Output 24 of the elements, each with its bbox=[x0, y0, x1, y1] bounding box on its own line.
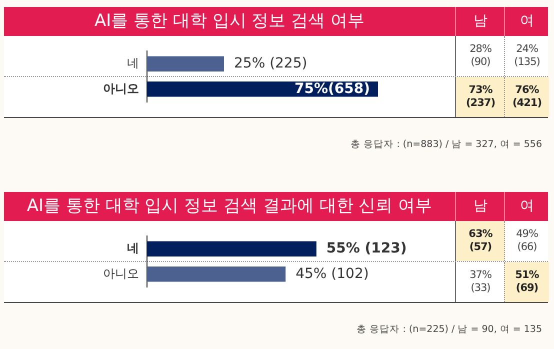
text: 76% (421) bbox=[511, 84, 542, 110]
y-tick-label: 아니오 bbox=[103, 266, 139, 280]
text: 63% (57) bbox=[468, 228, 494, 254]
data-label: 75%(658) bbox=[294, 80, 370, 97]
y-tick-label: 네 bbox=[127, 56, 139, 70]
data-label: 45% (102) bbox=[296, 266, 369, 282]
chart-title: AI를 통한 대학 입시 정보 검색 결과에 대한 신뢰 여부 bbox=[26, 195, 434, 218]
text: 28% (90) bbox=[468, 43, 492, 69]
text: 51% (69) bbox=[514, 269, 540, 295]
text: 총 응답자 : (n=883) / 남 = 327, 여 = 556 bbox=[350, 138, 542, 151]
chart-title: AI를 통한 대학 입시 정보 검색 여부 bbox=[93, 10, 366, 33]
text: 남 bbox=[455, 7, 505, 36]
text: 여 bbox=[504, 192, 549, 221]
text: 49% (66) bbox=[515, 228, 539, 254]
text: 24% (135) bbox=[513, 43, 541, 69]
text: 여 bbox=[504, 7, 549, 36]
text: 37% (33) bbox=[468, 269, 492, 295]
data-label: 25% (225) bbox=[234, 55, 308, 72]
y-tick-label: 네 bbox=[127, 240, 139, 255]
y-tick-label: 아니오 bbox=[103, 81, 139, 96]
text: 남 bbox=[455, 192, 505, 221]
text: 총 응답자 : (n=225) / 남 = 90, 여 = 135 bbox=[356, 323, 542, 336]
text: 73% (237) bbox=[464, 84, 496, 110]
data-label: 55% (123) bbox=[326, 240, 407, 256]
